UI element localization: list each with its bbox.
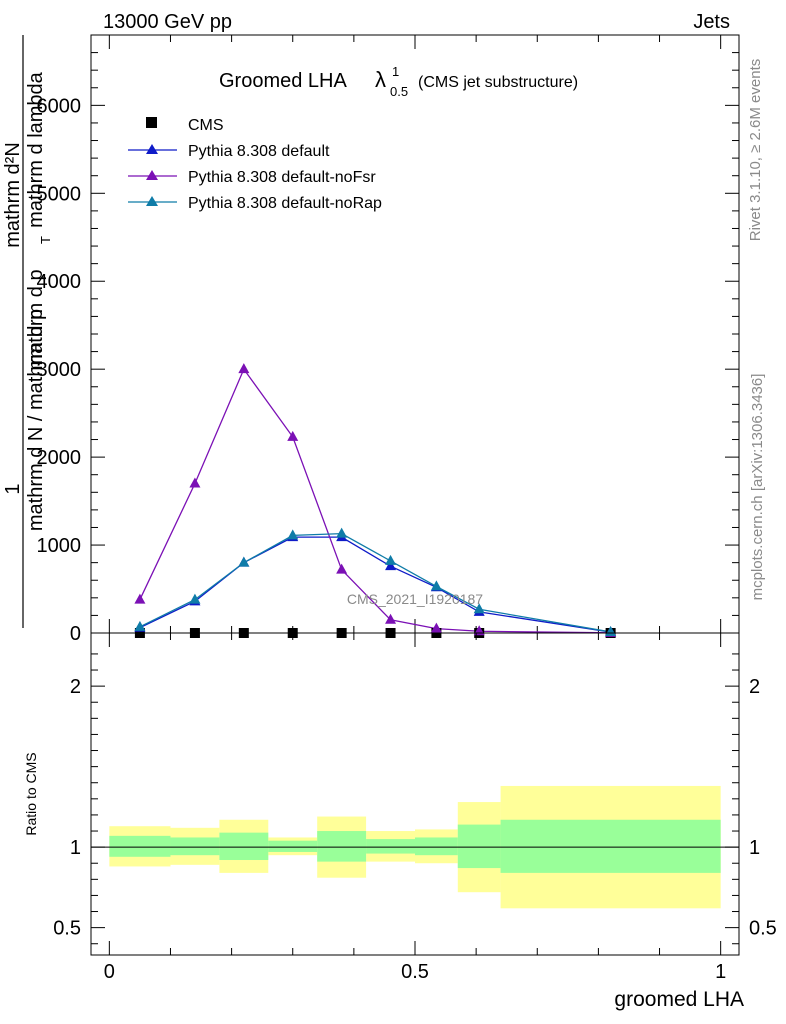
y-tick-label: 3000	[37, 359, 82, 381]
ratio-y-tick-label-right: 2	[749, 676, 760, 698]
ratio-axes: 0.5 0.5 1 1 2 2 0 0.5 1	[53, 633, 777, 983]
data-point-3	[134, 620, 146, 631]
y-tick-label: 4000	[37, 271, 82, 293]
ratio-band-inner	[219, 832, 269, 861]
ylabel-numerator: mathrm d²N	[2, 142, 24, 248]
title-sub: 0.5	[390, 84, 408, 99]
legend-marker-nofsr	[146, 170, 158, 180]
x-tick-label: 0	[104, 961, 115, 983]
ratio-y-tick-label: 0.5	[53, 918, 81, 940]
y-tick-label: 5000	[37, 183, 82, 205]
y-tick-label: 6000	[37, 95, 82, 117]
x-tick-label: 0.5	[401, 961, 429, 983]
ratio-y-tick-label: 2	[70, 676, 81, 698]
data-point-2	[430, 622, 442, 633]
ratio-ylabel: Ratio to CMS	[23, 752, 39, 835]
chart-title: Groomed LHA λ 1 0.5 (CMS jet substructur…	[219, 64, 578, 99]
legend-marker-default	[146, 144, 158, 154]
data-point-2	[385, 613, 397, 624]
ratio-band-inner	[317, 831, 367, 862]
main-axes: 0 1000 2000 3000 4000 5000 6000	[37, 35, 739, 645]
ratio-band-inner	[500, 819, 721, 873]
ylabel-numerator-dp: mathrm d p	[25, 269, 47, 370]
ratio-y-tick-label-right: 0.5	[749, 918, 777, 940]
data-point-2	[134, 593, 146, 604]
process-label: Jets	[693, 11, 730, 33]
ylabel-one: 1	[2, 483, 24, 494]
series-line-3	[139, 532, 611, 633]
ratio-band-inner	[109, 835, 171, 857]
legend-label-norap: Pythia 8.308 default-noRap	[188, 195, 382, 212]
y-tick-label: 2000	[37, 447, 82, 469]
title-sup: 1	[392, 64, 399, 79]
ylabel-lambda-part: mathrm d lambda	[25, 71, 47, 227]
series-line-1	[139, 536, 611, 633]
title-lambda: λ	[375, 67, 386, 92]
legend-label-cms: CMS	[188, 117, 224, 134]
data-point-3	[287, 529, 299, 540]
legend-marker-cms	[146, 117, 157, 128]
data-point-3	[238, 556, 250, 567]
ratio-bands	[91, 785, 739, 909]
data-point-3	[336, 527, 348, 538]
data-point-3	[189, 593, 201, 604]
y-axis-label: 1 mathrm d N / mathrm d p T mathrm d lam…	[2, 35, 53, 628]
y-tick-label: 0	[70, 623, 81, 645]
x-axis-label: groomed LHA	[614, 988, 744, 1011]
ratio-y-tick-label: 1	[70, 837, 81, 859]
data-point-3	[385, 554, 397, 565]
data-point-3	[473, 603, 485, 614]
title-suffix: (CMS jet substructure)	[418, 74, 578, 91]
data-point-2	[189, 477, 201, 488]
legend-marker-norap	[146, 196, 158, 206]
legend: CMS Pythia 8.308 default Pythia 8.308 de…	[128, 117, 382, 212]
title-main: Groomed LHA	[219, 70, 347, 92]
ratio-band-inner	[415, 837, 458, 856]
ylabel-denominator: mathrm d N / mathrm d p	[25, 309, 47, 531]
data-point-1	[385, 560, 397, 571]
data-point-3	[430, 580, 442, 591]
ratio-band-inner	[366, 839, 415, 854]
legend-label-default: Pythia 8.308 default	[188, 143, 330, 160]
ylabel-subscript-t: T	[38, 236, 53, 244]
watermark: CMS_2021_I1920187	[347, 591, 483, 607]
ratio-band-inner	[170, 837, 220, 856]
ratio-band-inner	[268, 840, 318, 852]
mcplots-label: mcplots.cern.ch [arXiv:1306.3436]	[749, 374, 766, 601]
ratio-panel: 0.5 0.5 1 1 2 2 0 0.5 1 Ratio to CMS groomed LHA	[23, 632, 777, 1011]
data-point-2	[336, 563, 348, 574]
y-tick-label: 1000	[37, 535, 82, 557]
rivet-label: Rivet 3.1.10, ≥ 2.6M events	[747, 59, 764, 242]
data-point-2	[238, 363, 250, 374]
x-tick-label: 1	[715, 961, 726, 983]
data-point-2	[287, 430, 299, 441]
ratio-band-inner	[457, 824, 501, 869]
main-panel: 0 1000 2000 3000 4000 5000 6000 Groomed LHA λ …	[2, 34, 740, 645]
ratio-y-tick-label-right: 1	[749, 837, 760, 859]
energy-label: 13000 GeV pp	[103, 11, 232, 33]
legend-label-nofsr: Pythia 8.308 default-noFsr	[188, 169, 376, 186]
ratio-frame	[90, 632, 740, 956]
